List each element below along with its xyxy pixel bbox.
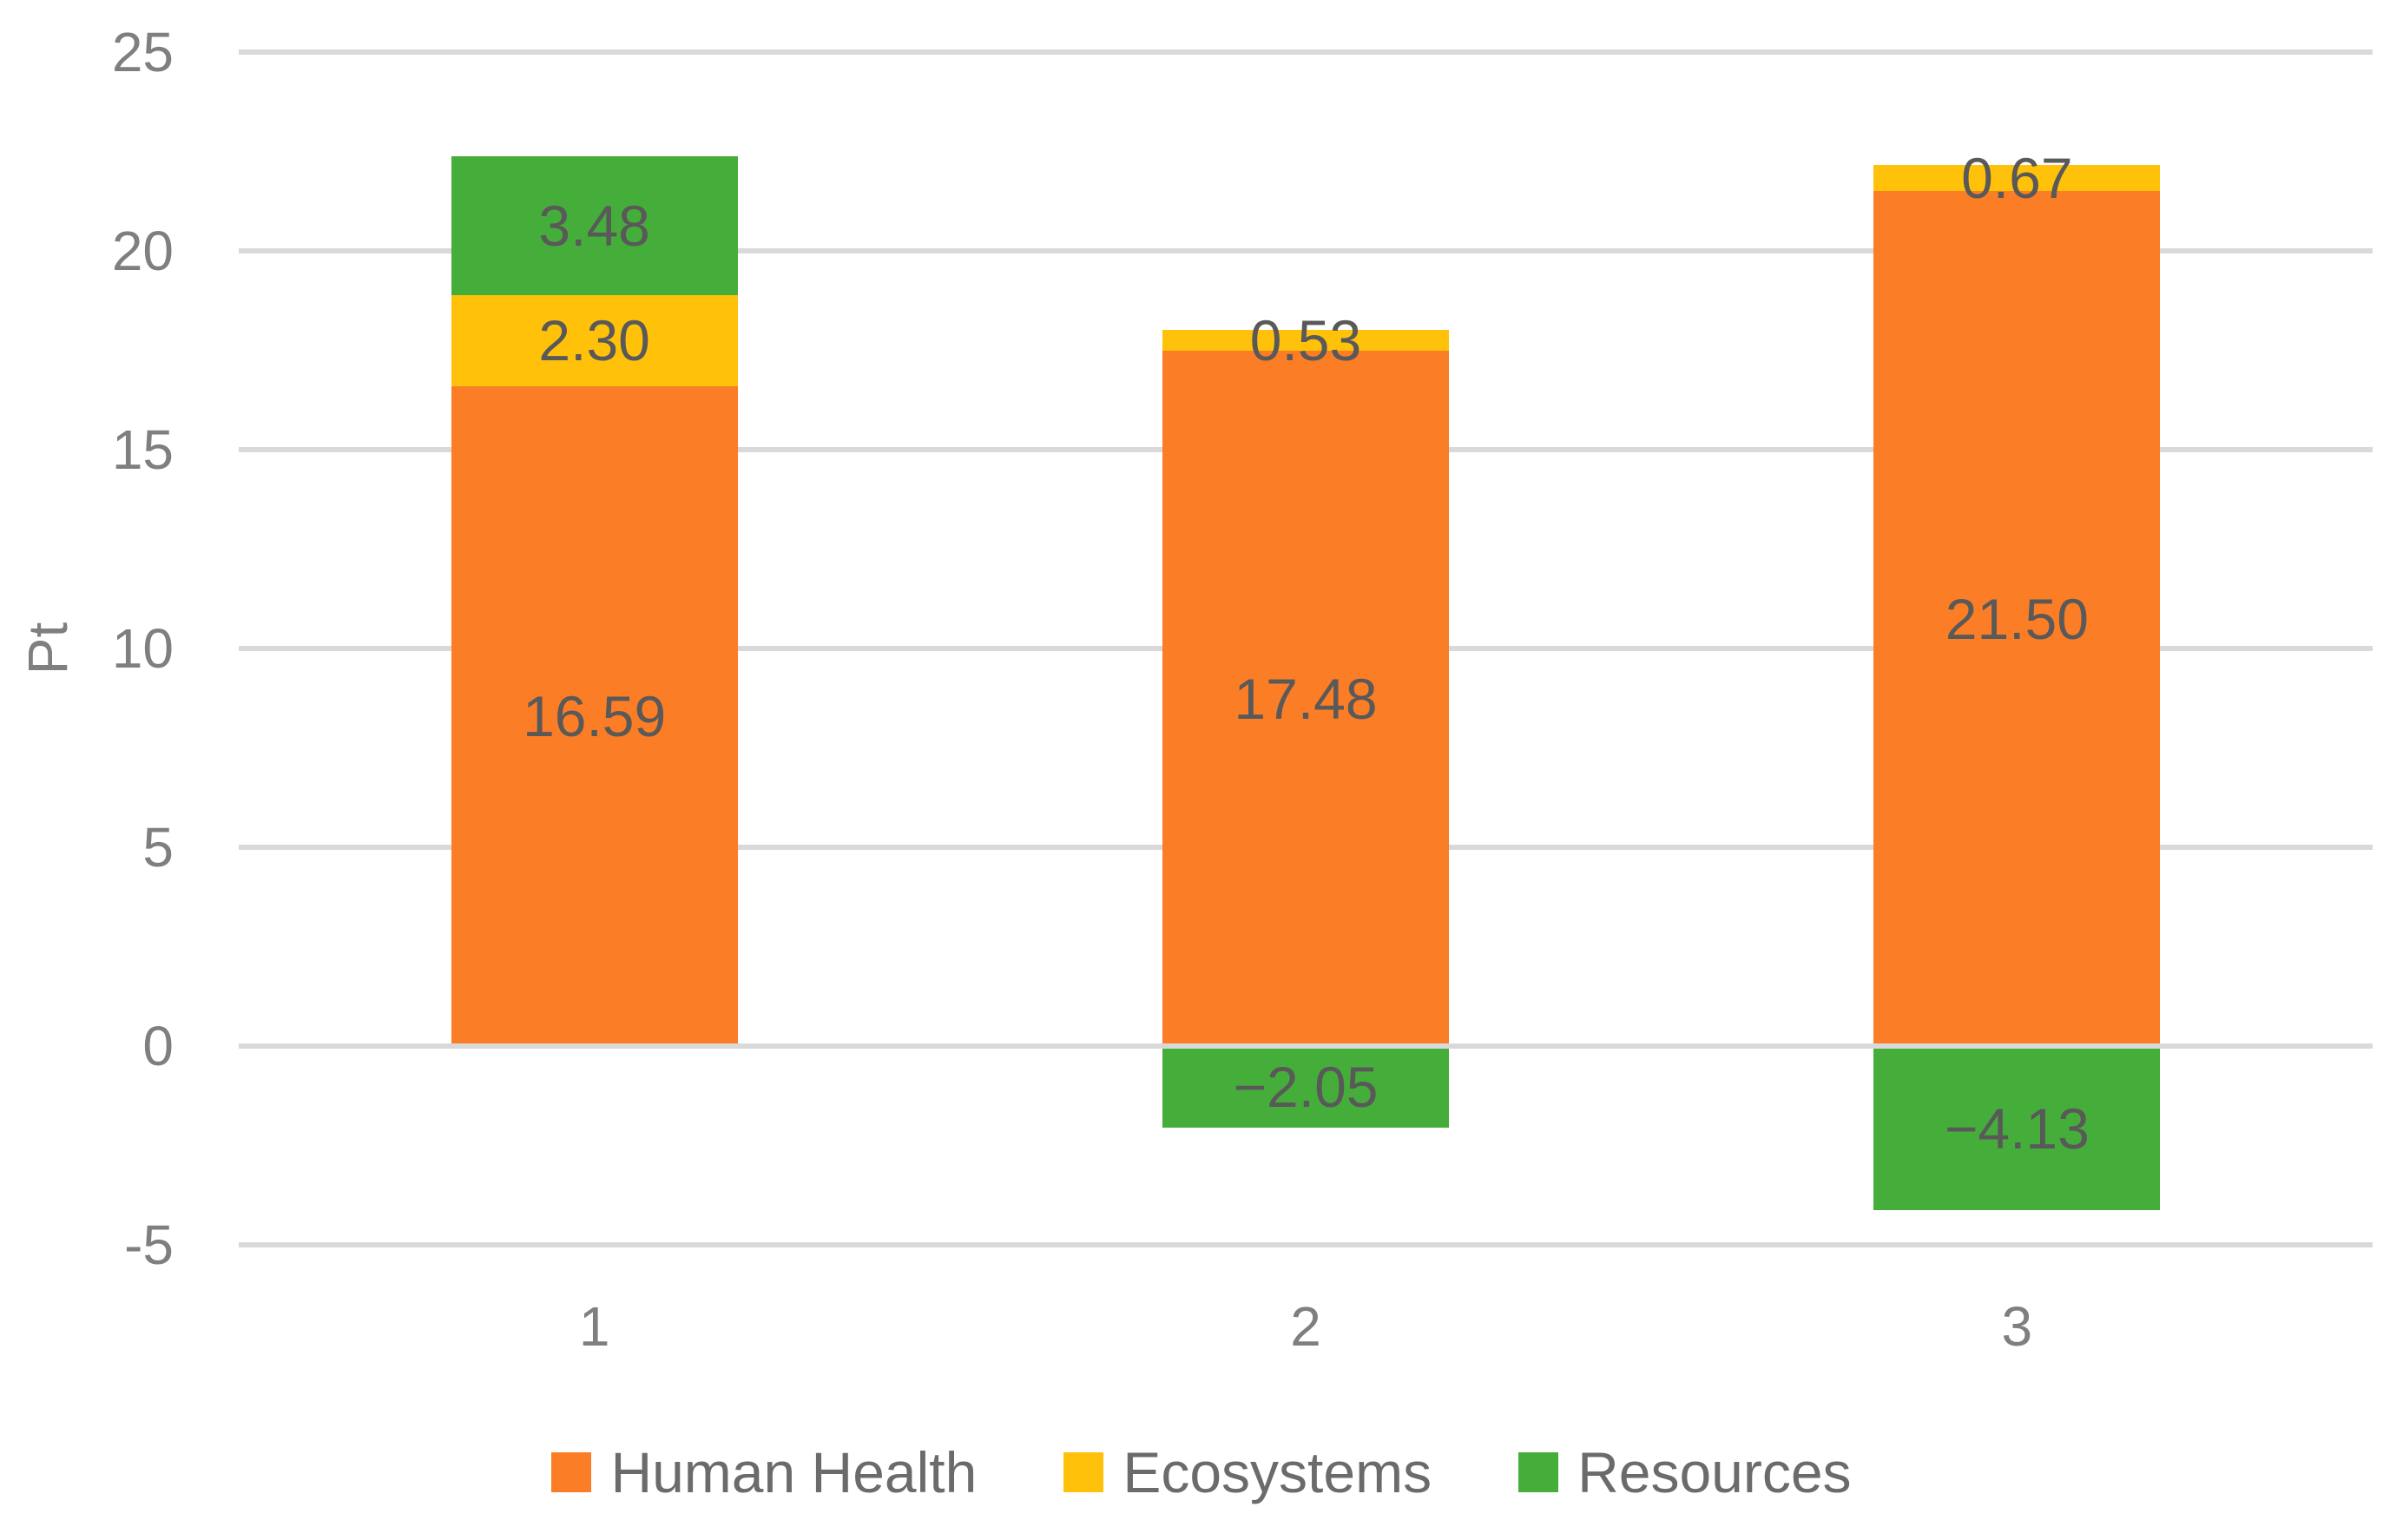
bar-segment-ecosystems	[1873, 164, 2161, 192]
bar-segment-human_health	[1162, 351, 1449, 1046]
data-label: 16.59	[523, 684, 667, 749]
y-tick-label: 10	[111, 617, 174, 680]
legend-swatch-resources	[1518, 1452, 1559, 1492]
bar-segment-resources	[1162, 1046, 1449, 1128]
data-label: 0.53	[1249, 308, 1362, 373]
bar-segment-human_health	[1873, 191, 2161, 1046]
x-tick-label: 3	[2001, 1295, 2033, 1358]
gridline	[239, 248, 2373, 253]
y-tick-label: 0	[142, 1015, 174, 1077]
legend-label: Ecosystems	[1122, 1440, 1432, 1504]
legend-label: Resources	[1577, 1440, 1852, 1504]
y-tick-label: 20	[111, 220, 174, 282]
bar-segment-resources	[451, 156, 738, 295]
data-label: 21.50	[1945, 586, 2089, 651]
x-tick-label: 1	[578, 1295, 610, 1358]
y-tick-label: -5	[124, 1214, 174, 1276]
y-tick-label: 5	[142, 816, 174, 879]
x-tick-label: 2	[1290, 1295, 1321, 1358]
bar-segment-resources	[1873, 1046, 2161, 1211]
bar-segment-ecosystems	[1162, 330, 1449, 352]
legend-item-human_health: Human Health	[551, 1444, 977, 1501]
data-label: −4.13	[1944, 1096, 2090, 1161]
legend-swatch-human_health	[551, 1452, 592, 1492]
data-label: 3.48	[538, 194, 650, 259]
legend-swatch-ecosystems	[1063, 1452, 1104, 1492]
data-label: −2.05	[1233, 1054, 1379, 1119]
zero-axis-line	[239, 1043, 2373, 1049]
legend-item-ecosystems: Ecosystems	[1063, 1444, 1432, 1501]
bar-segment-human_health	[451, 386, 738, 1046]
legend-label: Human Health	[610, 1440, 978, 1504]
legend-item-resources: Resources	[1518, 1440, 1852, 1504]
gridline	[239, 1242, 2373, 1247]
legend: Human Health Ecosystems Resources	[0, 1432, 2403, 1512]
bar-segment-ecosystems	[451, 294, 738, 387]
y-tick-label: 15	[111, 418, 174, 481]
data-label: 2.30	[538, 308, 650, 373]
y-tick-label: 25	[111, 21, 174, 83]
data-label: 0.67	[1961, 145, 2073, 210]
gridline	[239, 49, 2373, 55]
data-label: 17.48	[1234, 666, 1378, 731]
